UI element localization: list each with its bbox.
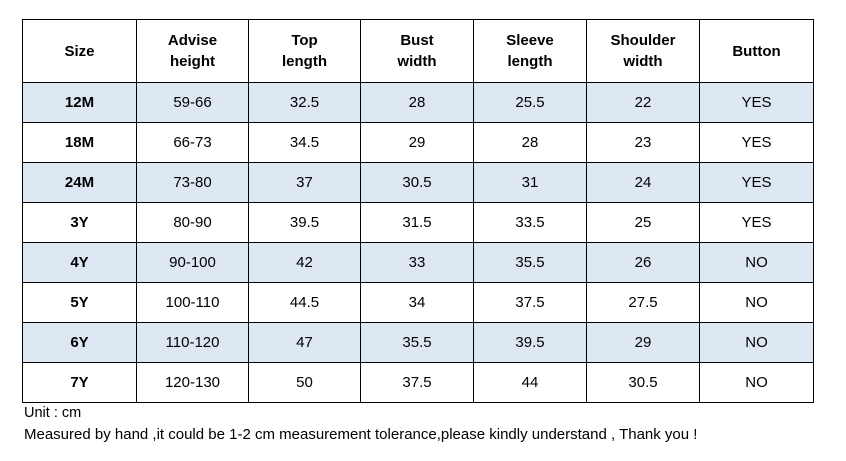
size-cell: 6Y xyxy=(22,322,137,363)
size-cell: 3Y xyxy=(22,202,137,243)
header-advise-height: Advise height xyxy=(136,19,249,83)
sleeve-length-cell: 31 xyxy=(473,162,587,203)
size-cell: 18M xyxy=(22,122,137,163)
top-length-cell: 32.5 xyxy=(248,82,361,123)
advise-height-cell: 66-73 xyxy=(136,122,249,163)
advise-height-cell: 90-100 xyxy=(136,242,249,283)
sleeve-length-cell: 35.5 xyxy=(473,242,587,283)
size-cell: 7Y xyxy=(22,362,137,403)
sleeve-length-cell: 28 xyxy=(473,122,587,163)
table-row: 3Y 80-90 39.5 31.5 33.5 25 YES xyxy=(22,202,814,243)
shoulder-width-cell: 24 xyxy=(586,162,700,203)
tolerance-note: Measured by hand ,it could be 1-2 cm mea… xyxy=(24,426,698,443)
bust-width-cell: 34 xyxy=(360,282,474,323)
bust-width-cell: 37.5 xyxy=(360,362,474,403)
bust-width-cell: 29 xyxy=(360,122,474,163)
bust-width-cell: 33 xyxy=(360,242,474,283)
header-bust-width-line2: width xyxy=(397,53,437,70)
unit-note: Unit : cm xyxy=(24,405,82,421)
header-bust-width-line1: Bust xyxy=(400,32,434,49)
advise-height-cell: 100-110 xyxy=(136,282,249,323)
table-row: 5Y 100-110 44.5 34 37.5 27.5 NO xyxy=(22,282,814,323)
advise-height-cell: 110-120 xyxy=(136,322,249,363)
top-length-cell: 50 xyxy=(248,362,361,403)
shoulder-width-cell: 29 xyxy=(586,322,700,363)
header-shoulder-width-line2: width xyxy=(623,53,663,70)
sleeve-length-cell: 39.5 xyxy=(473,322,587,363)
advise-height-cell: 59-66 xyxy=(136,82,249,123)
button-cell: NO xyxy=(699,362,814,403)
sleeve-length-cell: 25.5 xyxy=(473,82,587,123)
header-size: Size xyxy=(22,19,137,83)
size-cell: 12M xyxy=(22,82,137,123)
button-cell: NO xyxy=(699,322,814,363)
header-top-length-line2: length xyxy=(282,53,327,70)
header-bust-width: Bust width xyxy=(360,19,474,83)
advise-height-cell: 80-90 xyxy=(136,202,249,243)
header-sleeve-length-line2: length xyxy=(507,53,553,70)
header-shoulder-width-line1: Shoulder xyxy=(610,32,676,49)
table-header: Size Advise height Top length Bust width Sl… xyxy=(22,19,814,83)
table-row: 6Y 110-120 47 35.5 39.5 29 NO xyxy=(22,322,814,363)
sleeve-length-cell: 44 xyxy=(473,362,587,403)
top-length-cell: 34.5 xyxy=(248,122,361,163)
shoulder-width-cell: 26 xyxy=(586,242,700,283)
table-row: 7Y 120-130 50 37.5 44 30.5 NO xyxy=(22,362,814,403)
button-cell: YES xyxy=(699,162,814,203)
top-length-cell: 37 xyxy=(248,162,361,203)
sleeve-length-cell: 37.5 xyxy=(473,282,587,323)
bust-width-cell: 30.5 xyxy=(360,162,474,203)
table-row: 24M 73-80 37 30.5 31 24 YES xyxy=(22,162,814,203)
header-advise-height-line1: Advise xyxy=(167,32,218,49)
top-length-cell: 39.5 xyxy=(248,202,361,243)
top-length-cell: 42 xyxy=(248,242,361,283)
shoulder-width-cell: 22 xyxy=(586,82,700,123)
table-row: 18M 66-73 34.5 29 28 23 YES xyxy=(22,122,814,163)
header-shoulder-width: Shoulder width xyxy=(586,19,700,83)
size-cell: 24M xyxy=(22,162,137,203)
bust-width-cell: 28 xyxy=(360,82,474,123)
top-length-cell: 44.5 xyxy=(248,282,361,323)
advise-height-cell: 120-130 xyxy=(136,362,249,403)
header-sleeve-length: Sleeve length xyxy=(473,19,587,83)
header-advise-height-line2: height xyxy=(170,53,215,70)
header-top-length-line1: Top xyxy=(291,32,318,49)
shoulder-width-cell: 27.5 xyxy=(586,282,700,323)
shoulder-width-cell: 25 xyxy=(586,202,700,243)
header-row: Size Advise height Top length Bust width Sl… xyxy=(22,19,814,83)
button-cell: NO xyxy=(699,282,814,323)
header-size-line1: Size xyxy=(64,42,95,60)
button-cell: YES xyxy=(699,122,814,163)
button-cell: YES xyxy=(699,82,814,123)
shoulder-width-cell: 30.5 xyxy=(586,362,700,403)
shoulder-width-cell: 23 xyxy=(586,122,700,163)
table-body: 12M 59-66 32.5 28 25.5 22 YES 18M 66-73 … xyxy=(22,82,814,403)
button-cell: YES xyxy=(699,202,814,243)
size-cell: 5Y xyxy=(22,282,137,323)
header-button: Button xyxy=(699,19,814,83)
advise-height-cell: 73-80 xyxy=(136,162,249,203)
table-row: 12M 59-66 32.5 28 25.5 22 YES xyxy=(22,82,814,123)
size-chart-table: Size Advise height Top length Bust width Sl… xyxy=(22,19,814,403)
table-row: 4Y 90-100 42 33 35.5 26 NO xyxy=(22,242,814,283)
bust-width-cell: 31.5 xyxy=(360,202,474,243)
header-sleeve-length-line1: Sleeve xyxy=(506,32,554,49)
header-button-line1: Button xyxy=(732,42,781,60)
sleeve-length-cell: 33.5 xyxy=(473,202,587,243)
bust-width-cell: 35.5 xyxy=(360,322,474,363)
header-top-length: Top length xyxy=(248,19,361,83)
button-cell: NO xyxy=(699,242,814,283)
size-cell: 4Y xyxy=(22,242,137,283)
top-length-cell: 47 xyxy=(248,322,361,363)
